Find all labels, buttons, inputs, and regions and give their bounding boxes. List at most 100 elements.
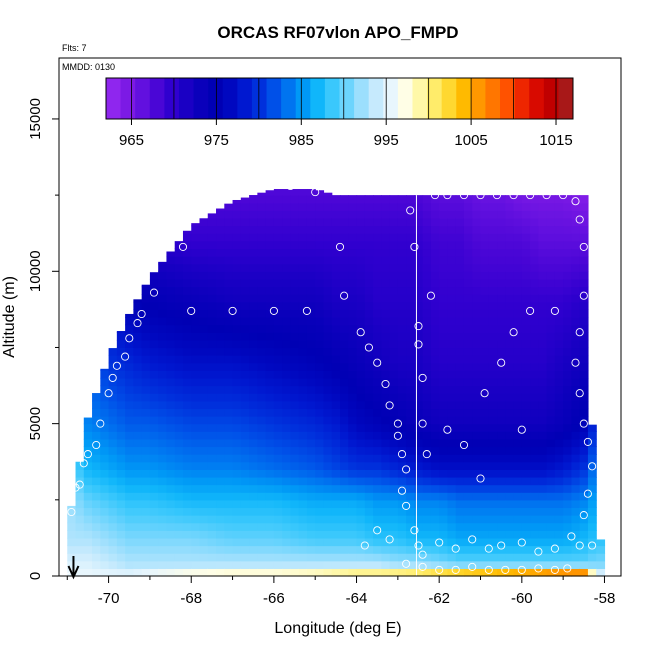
heatmap-cell [257,332,267,341]
heatmap-cell [216,317,225,326]
heatmap-cell [389,339,399,349]
heatmap-cell [331,294,341,303]
sample-point [414,322,423,331]
heatmap-cell [530,324,539,333]
heatmap-cell [224,537,234,547]
heatmap-cell [389,377,399,387]
heatmap-cell [182,431,192,440]
sample-point [484,565,493,574]
heatmap-cell [356,309,366,318]
colorbar-swatch [106,78,122,119]
heatmap-cell [257,301,267,310]
heatmap-cell [323,423,333,432]
heatmap-cell [257,377,267,387]
heatmap-cell [199,492,209,501]
heatmap-cell [240,484,250,493]
heatmap-cell [406,454,415,463]
heatmap-cell [563,461,573,470]
heatmap-cell [298,400,308,410]
heatmap-cell [149,438,159,448]
heatmap-cell [323,530,333,539]
heatmap-cell [463,537,473,547]
heatmap-cell [497,256,506,265]
heatmap-cell [141,385,151,394]
heatmap-cell [116,469,126,478]
heatmap-cell [249,507,258,516]
heatmap-cell [538,233,548,242]
heatmap-cell [232,515,242,524]
heatmap-cell [463,469,473,478]
heatmap-cell [331,210,341,219]
heatmap-cell [463,484,473,493]
heatmap-cell [125,492,134,501]
heatmap-cell [455,537,465,547]
heatmap-cell [191,537,201,547]
heatmap-cell [125,416,134,425]
heatmap-cell [563,339,573,349]
heatmap-cell [315,423,325,432]
sample-point [121,352,130,361]
heatmap-cell [249,423,258,432]
heatmap-cell [331,271,341,280]
heatmap-cell [406,233,415,242]
heatmap-cell [554,560,564,569]
heatmap-cell [373,492,382,501]
heatmap-cell [174,431,184,440]
heatmap-cell [141,393,151,402]
heatmap-cell [182,438,192,448]
heatmap-cell [298,263,308,272]
heatmap-cell [521,347,531,356]
heatmap-cell [141,492,151,501]
heatmap-cell [149,507,159,516]
heatmap-cell [563,476,573,486]
sample-point [579,419,588,428]
heatmap-cell [397,248,407,257]
heatmap-cell [406,423,415,432]
heatmap-cell [100,499,110,509]
heatmap-cell [92,446,101,455]
x-axis-label: Longitude (deg E) [274,620,401,637]
sample-point [402,559,411,568]
heatmap-cell [571,484,581,493]
heatmap-cell [554,507,564,516]
heatmap-cell [331,332,341,341]
heatmap-cell [290,195,300,204]
heatmap-cell [340,355,349,364]
heatmap-cell [191,377,201,387]
heatmap-cell [199,355,209,364]
heatmap-cell [340,408,349,417]
heatmap-cell [422,469,432,478]
heatmap-cell [265,560,275,569]
heatmap-cell [422,240,432,250]
heatmap-cell [373,317,382,326]
heatmap-cell [455,492,465,501]
heatmap-cell [257,545,267,554]
heatmap-cell [199,218,209,227]
heatmap-cell [141,568,151,577]
heatmap-cell [340,530,349,539]
colorbar-swatch [456,78,472,119]
heatmap-cell [364,446,374,455]
heatmap-cell [249,484,258,493]
heatmap-cell [554,446,564,455]
sample-point [410,242,419,251]
heatmap-cell [199,393,209,402]
heatmap-cell [149,553,159,562]
heatmap-cell [488,309,498,318]
heatmap-cell [530,195,539,204]
heatmap-cell [75,515,85,524]
heatmap-cell [538,355,548,364]
heatmap-cell [414,484,424,493]
heatmap-cell [133,499,143,509]
heatmap-cell [199,347,209,356]
heatmap-cell [158,545,168,554]
heatmap-cell [389,324,399,333]
heatmap-cell [538,256,548,265]
heatmap-cell [290,248,300,257]
heatmap-cell [257,568,267,577]
heatmap-cell [100,515,110,524]
heatmap-cell [199,484,209,493]
heatmap-cell [414,271,424,280]
heatmap-cell [257,248,267,257]
heatmap-cell [240,202,250,211]
